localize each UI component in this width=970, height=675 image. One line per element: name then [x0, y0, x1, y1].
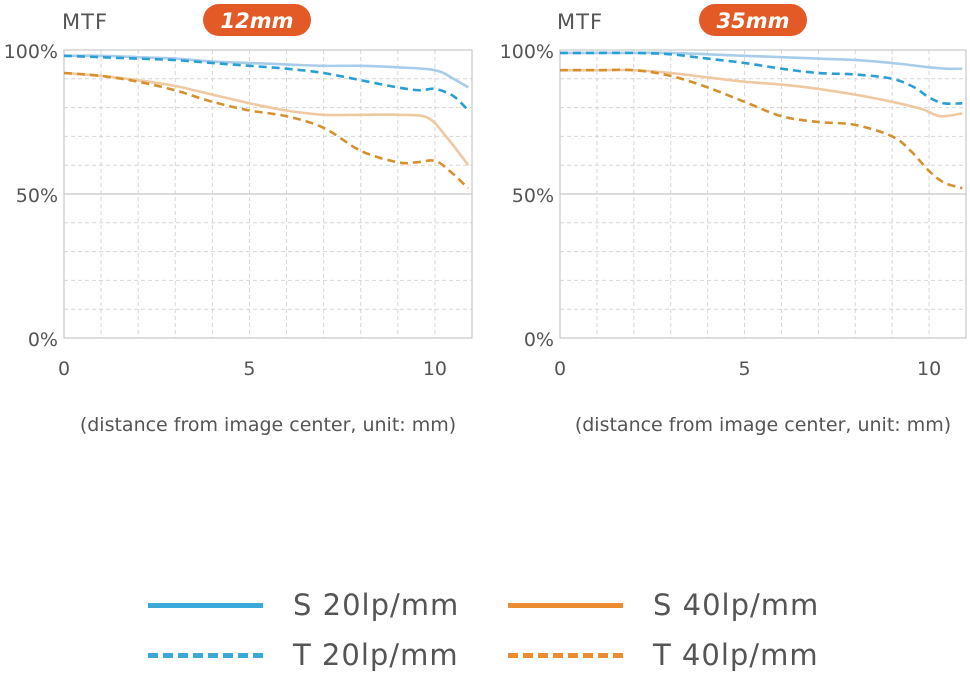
legend: S 20lp/mm S 40lp/mm T 20lp/mm T 40lp/mm: [0, 575, 970, 675]
series-line-s40: [63, 71, 470, 166]
chart-35mm: MTF 35mm 0% 50% 100% 0 5 10 (distance from image…: [500, 4, 967, 436]
y-tick-label: 0%: [524, 329, 554, 351]
legend-item-t20: T 20lp/mm: [148, 635, 459, 675]
series-line-t20: [560, 51, 963, 105]
chart-title: MTF: [557, 10, 603, 34]
legend-item-t40: T 40lp/mm: [508, 635, 819, 675]
plot-frame: [559, 49, 967, 339]
series-line-s20: [63, 54, 469, 89]
chart-12mm: MTF 12mm 0% 50% 100% 0 5 10 (distance from image…: [4, 4, 473, 436]
x-tick-label: 5: [738, 358, 750, 380]
lens-badge: [203, 4, 311, 36]
y-tick-label: 50%: [512, 185, 554, 207]
legend-swatch-s40: [508, 602, 623, 608]
series-line-s20: [560, 51, 963, 71]
x-tick-label: 5: [243, 358, 255, 380]
series-line-t40: [560, 68, 963, 190]
series-line-t20: [63, 54, 470, 112]
x-tick-label: 0: [554, 358, 566, 380]
y-tick-label: 100%: [500, 41, 554, 63]
legend-item-s40: S 40lp/mm: [508, 585, 819, 625]
x-axis-label: (distance from image center, unit: mm): [575, 414, 951, 436]
y-tick-label: 100%: [4, 41, 58, 63]
legend-label-s40: S 40lp/mm: [653, 588, 820, 622]
legend-label-t40: T 40lp/mm: [653, 638, 819, 672]
legend-swatch-t20: [148, 652, 263, 658]
lens-badge: [699, 4, 807, 36]
y-tick-label: 0%: [28, 329, 58, 351]
lens-badge-label: 35mm: [717, 9, 790, 33]
x-axis-label: (distance from image center, unit: mm): [80, 414, 456, 436]
legend-swatch-s20: [148, 602, 263, 608]
x-tick-label: 10: [917, 358, 941, 380]
x-tick-label: 0: [58, 358, 70, 380]
legend-swatch-t40: [508, 652, 623, 658]
legend-label-t20: T 20lp/mm: [293, 638, 459, 672]
chart-title: MTF: [62, 10, 108, 34]
y-tick-label: 50%: [16, 185, 58, 207]
series-line-s40: [560, 68, 963, 118]
legend-item-s20: S 20lp/mm: [148, 585, 459, 625]
lens-badge-label: 12mm: [221, 9, 294, 33]
plot-frame: [63, 49, 473, 339]
x-tick-label: 10: [423, 358, 447, 380]
series-line-t40: [63, 71, 470, 190]
legend-label-s20: S 20lp/mm: [293, 588, 460, 622]
